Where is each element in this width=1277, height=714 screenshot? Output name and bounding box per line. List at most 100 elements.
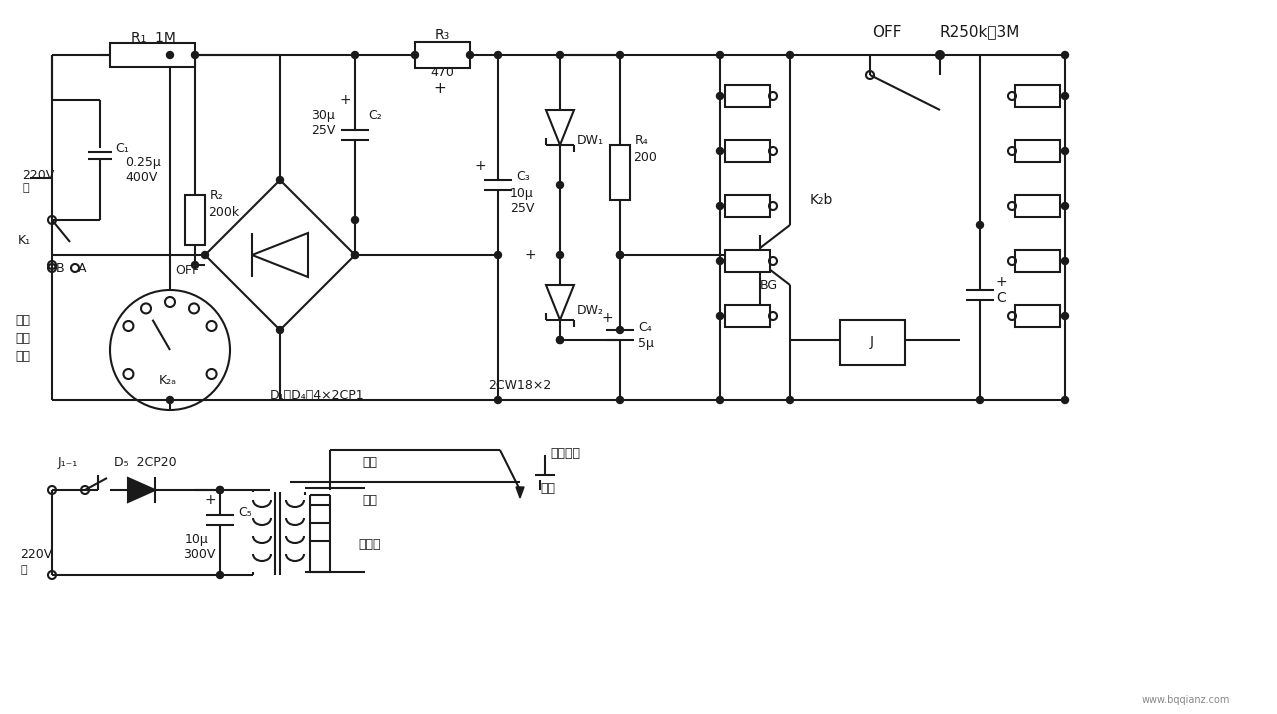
Text: +: + — [524, 248, 536, 262]
Circle shape — [787, 396, 793, 403]
Bar — [1015, 250, 1060, 272]
Text: C₅: C₅ — [238, 506, 252, 520]
Text: B: B — [56, 261, 64, 274]
Text: 0.25μ: 0.25μ — [125, 156, 161, 169]
Bar — [610, 145, 630, 200]
Text: DW₂: DW₂ — [577, 303, 604, 316]
Bar — [1015, 85, 1060, 107]
Circle shape — [351, 51, 359, 59]
Circle shape — [716, 51, 724, 59]
Circle shape — [494, 251, 502, 258]
Text: 200k: 200k — [208, 206, 239, 218]
Circle shape — [1061, 51, 1069, 59]
Circle shape — [217, 486, 223, 493]
Circle shape — [617, 251, 623, 258]
Bar — [725, 140, 770, 162]
Bar — [725, 85, 770, 107]
Text: 杠板: 杠板 — [363, 456, 378, 468]
Circle shape — [351, 251, 359, 258]
Text: 25V: 25V — [510, 201, 534, 214]
Text: C₂: C₂ — [368, 109, 382, 121]
Circle shape — [617, 396, 623, 403]
Text: R₂: R₂ — [209, 188, 223, 201]
Circle shape — [557, 336, 563, 343]
Text: +: + — [601, 311, 613, 325]
Circle shape — [617, 326, 623, 333]
Polygon shape — [516, 487, 524, 498]
Text: R₃: R₃ — [434, 28, 450, 42]
Circle shape — [557, 181, 563, 188]
Circle shape — [977, 221, 983, 228]
Circle shape — [936, 51, 944, 59]
Polygon shape — [128, 478, 155, 502]
Text: 25V: 25V — [310, 124, 335, 136]
Circle shape — [217, 571, 223, 578]
Text: +: + — [204, 493, 216, 507]
Text: C₄: C₄ — [638, 321, 651, 333]
Text: D₅  2CP20: D₅ 2CP20 — [114, 456, 176, 468]
Text: 5μ: 5μ — [638, 336, 654, 349]
Text: A: A — [78, 261, 87, 274]
Text: DW₁: DW₁ — [577, 134, 604, 146]
Text: K₂b: K₂b — [810, 193, 834, 207]
Text: 支点: 支点 — [540, 481, 555, 495]
Text: 复位卡板: 复位卡板 — [550, 446, 580, 460]
Circle shape — [166, 51, 174, 59]
Circle shape — [494, 396, 502, 403]
Text: 2CW18×2: 2CW18×2 — [488, 378, 552, 391]
Bar — [185, 195, 206, 245]
Text: 300V: 300V — [183, 548, 216, 561]
Circle shape — [411, 51, 419, 59]
Circle shape — [557, 251, 563, 258]
Text: J: J — [870, 335, 873, 349]
Circle shape — [494, 51, 502, 59]
Text: BG: BG — [760, 278, 778, 291]
Text: D₁～D₄：4×2CP1: D₁～D₄：4×2CP1 — [269, 388, 365, 401]
Circle shape — [351, 251, 359, 258]
Circle shape — [202, 251, 208, 258]
Circle shape — [466, 51, 474, 59]
Circle shape — [716, 313, 724, 319]
Text: 30μ: 30μ — [312, 109, 335, 121]
Text: +: + — [340, 93, 351, 107]
Circle shape — [977, 396, 983, 403]
Circle shape — [617, 251, 623, 258]
Bar — [1015, 140, 1060, 162]
Text: +: + — [996, 275, 1008, 289]
Text: 台扇: 台扇 — [15, 313, 29, 326]
Bar — [1015, 195, 1060, 217]
Bar — [840, 320, 905, 365]
Circle shape — [277, 176, 283, 183]
Circle shape — [1061, 148, 1069, 154]
Text: +: + — [474, 159, 485, 173]
Bar — [725, 305, 770, 327]
Circle shape — [716, 396, 724, 403]
Text: 200: 200 — [633, 151, 656, 164]
Text: R₁  1M: R₁ 1M — [130, 31, 175, 45]
Text: J₁₋₁: J₁₋₁ — [57, 456, 78, 468]
Text: +: + — [434, 81, 447, 96]
Text: C₁: C₁ — [115, 141, 129, 154]
Text: OFF: OFF — [175, 263, 199, 276]
Bar — [110, 43, 195, 67]
Circle shape — [716, 93, 724, 99]
Circle shape — [277, 326, 283, 333]
Text: ～: ～ — [22, 183, 28, 193]
Circle shape — [351, 216, 359, 223]
Circle shape — [166, 396, 174, 403]
Bar — [1015, 305, 1060, 327]
Text: 400V: 400V — [125, 171, 157, 183]
Circle shape — [557, 336, 563, 343]
Text: C₃: C₃ — [516, 169, 530, 183]
Circle shape — [716, 203, 724, 209]
Text: 10μ: 10μ — [510, 186, 534, 199]
Text: OFF: OFF — [872, 24, 902, 39]
Text: 按键: 按键 — [15, 331, 29, 344]
Text: K₂ₐ: K₂ₐ — [160, 373, 178, 386]
Text: K₁: K₁ — [18, 233, 31, 246]
Circle shape — [557, 51, 563, 59]
Text: C: C — [996, 291, 1006, 305]
Bar — [725, 195, 770, 217]
Text: 220V: 220V — [22, 169, 54, 181]
Text: 静铁芯: 静铁芯 — [359, 538, 382, 551]
